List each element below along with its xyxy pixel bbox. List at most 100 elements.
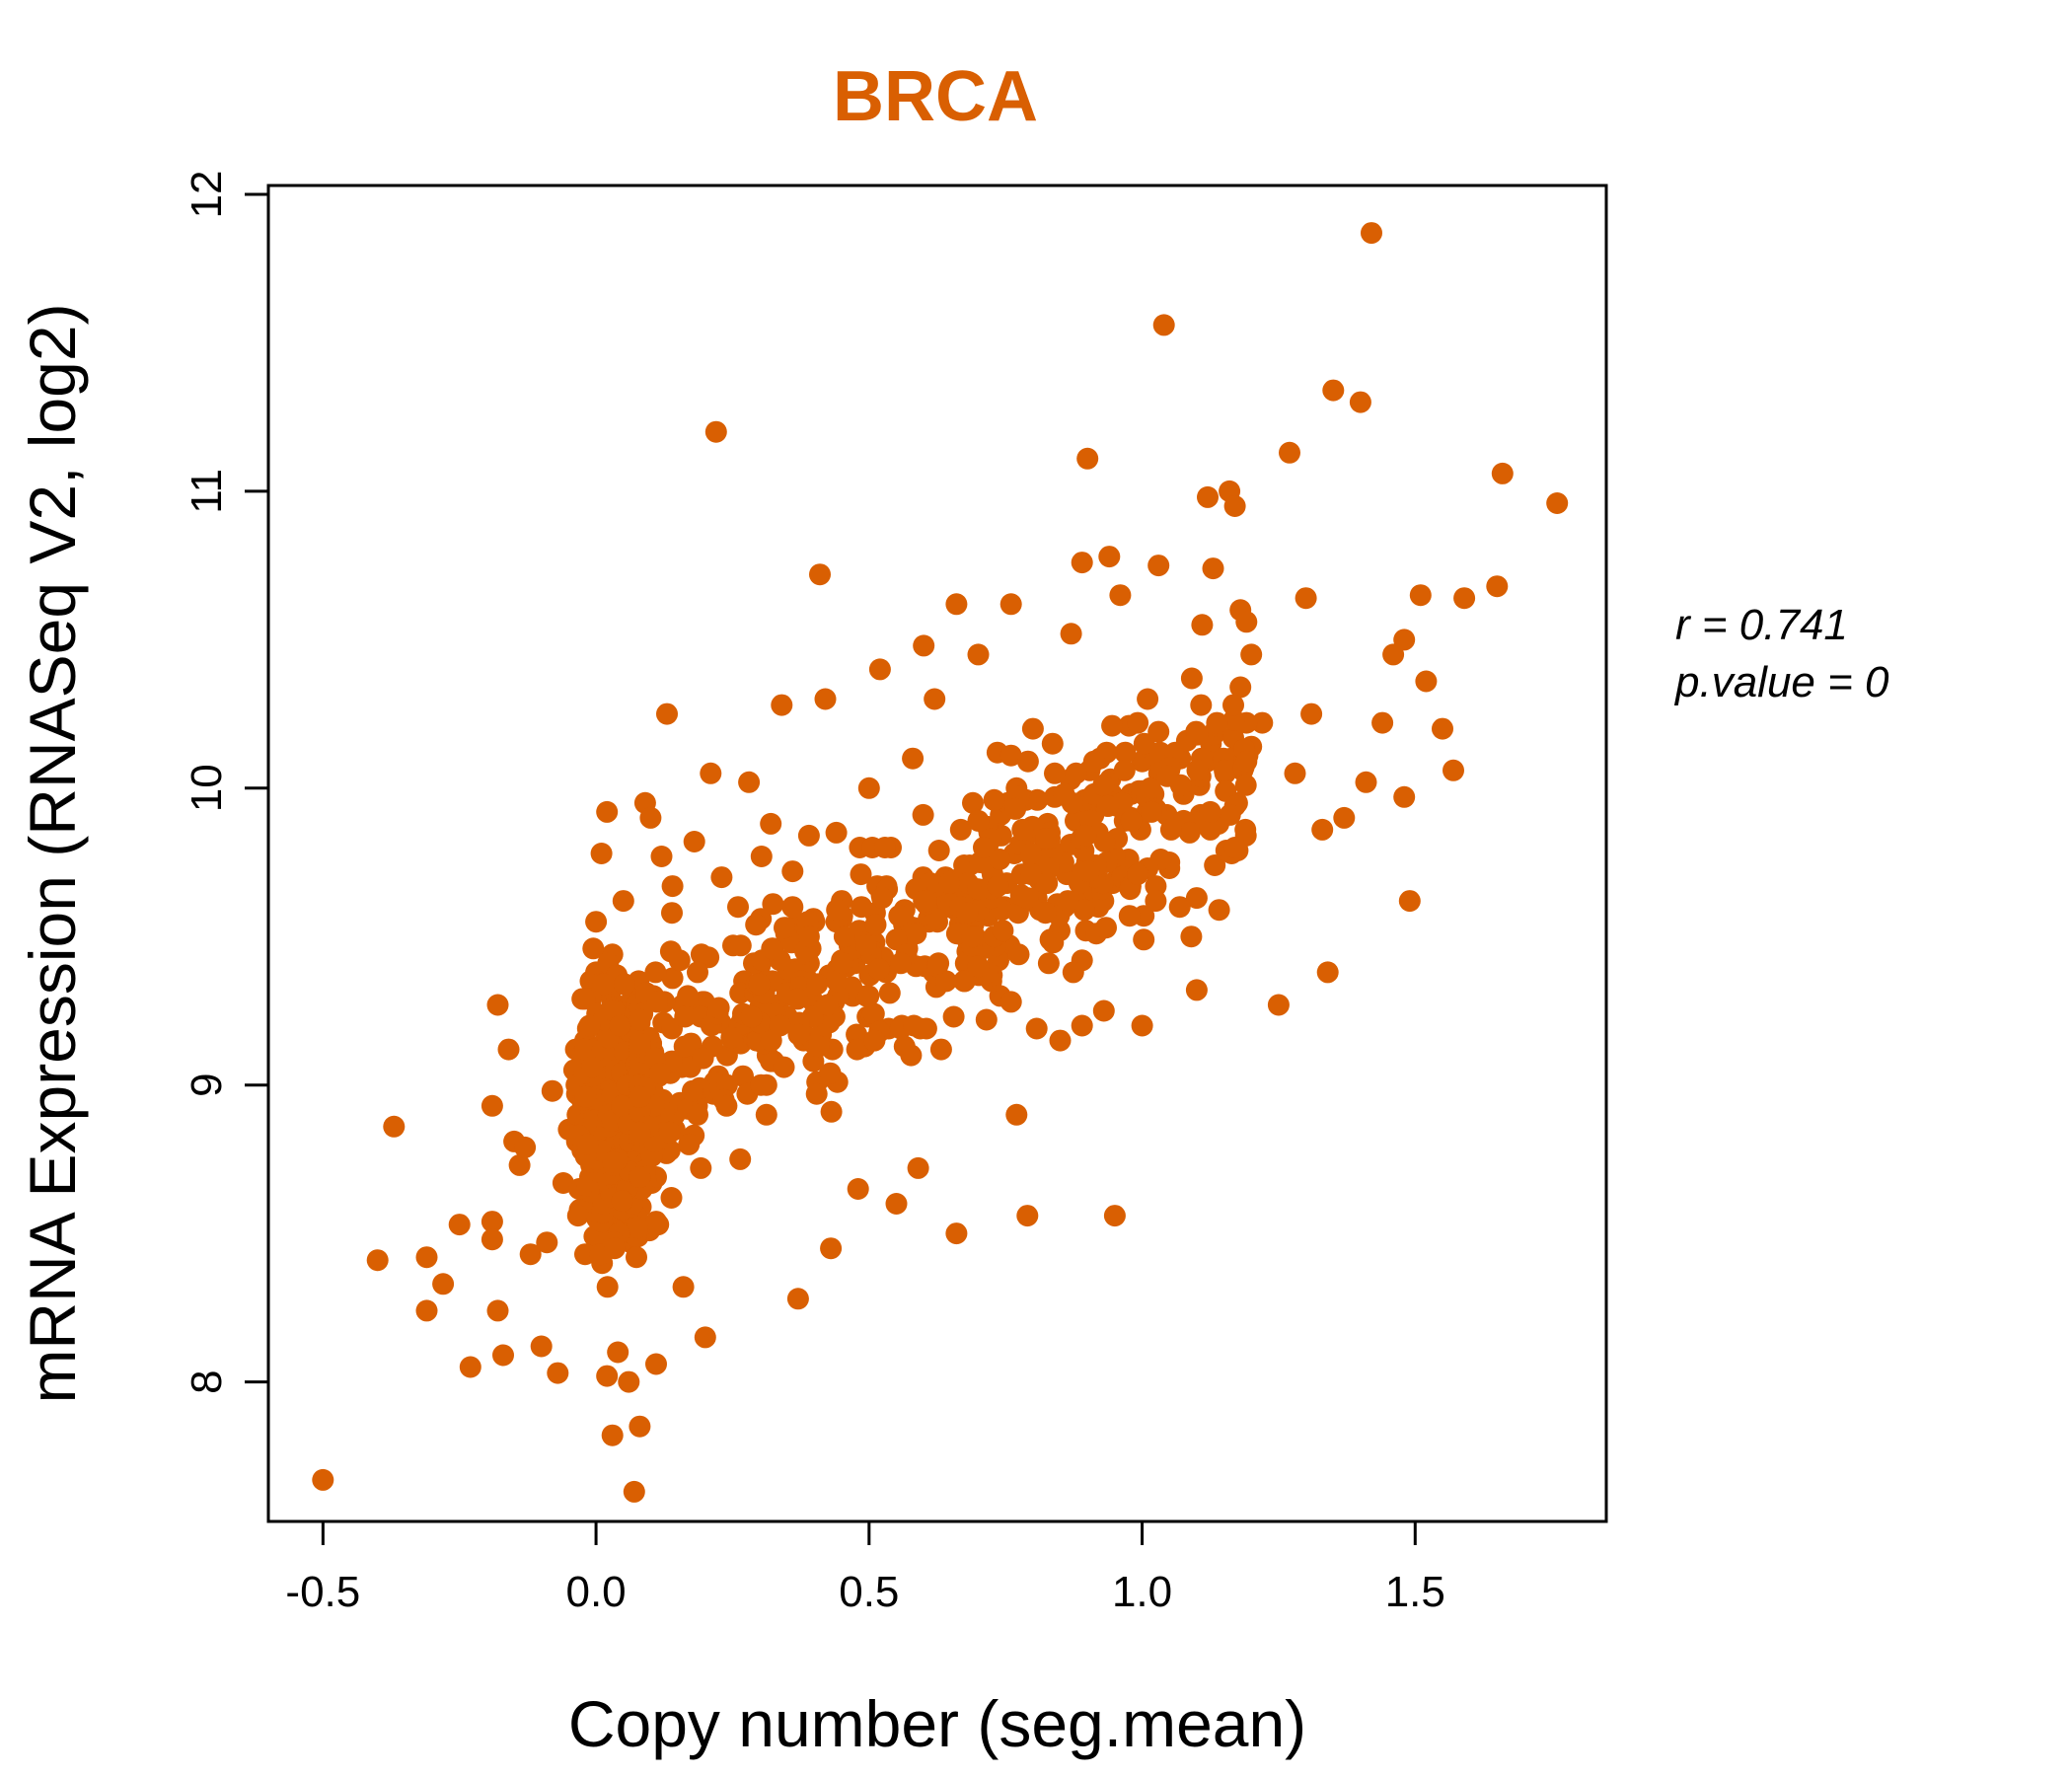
data-point <box>760 1029 782 1052</box>
data-point <box>1103 1205 1126 1227</box>
data-point <box>1234 818 1257 841</box>
data-point <box>486 1299 509 1322</box>
data-point <box>674 1005 697 1028</box>
data-point <box>814 688 837 710</box>
data-point <box>629 1085 651 1108</box>
x-tick-label: 0.5 <box>839 1568 899 1616</box>
data-point <box>1071 1014 1093 1037</box>
data-point <box>967 809 990 832</box>
data-point <box>629 1415 651 1438</box>
data-point <box>889 952 912 975</box>
data-point <box>1333 806 1356 829</box>
data-point <box>748 973 771 996</box>
data-point <box>867 958 890 981</box>
data-point <box>1095 917 1117 939</box>
data-point <box>825 821 848 844</box>
data-point <box>1101 714 1124 737</box>
data-point <box>612 890 634 913</box>
data-point <box>661 875 684 898</box>
data-point <box>629 1166 651 1188</box>
data-point <box>805 1082 828 1105</box>
data-point <box>755 1103 777 1126</box>
data-point <box>1234 774 1257 796</box>
data-point <box>590 843 613 864</box>
data-point <box>596 800 619 823</box>
data-point <box>596 1365 619 1387</box>
data-point <box>727 896 749 919</box>
x-tick-label: -0.5 <box>285 1568 360 1616</box>
data-point <box>1169 774 1192 796</box>
x-tick-label: 1.5 <box>1385 1568 1445 1616</box>
data-point <box>1214 759 1236 781</box>
data-point <box>1141 800 1162 823</box>
data-point <box>1206 711 1228 734</box>
data-point <box>732 1065 754 1087</box>
data-point <box>740 1005 763 1028</box>
data-point <box>864 914 887 936</box>
data-point <box>1147 555 1170 577</box>
data-point <box>683 831 705 852</box>
data-point <box>1453 587 1476 610</box>
data-point <box>924 688 946 710</box>
data-point <box>1092 774 1115 796</box>
data-point <box>1393 629 1416 651</box>
data-point <box>927 952 950 975</box>
data-point <box>1223 837 1246 858</box>
data-point <box>530 1335 553 1358</box>
data-point <box>1222 694 1244 716</box>
data-point <box>611 1094 633 1117</box>
data-point <box>786 1288 809 1310</box>
data-point <box>1279 441 1300 464</box>
data-point <box>745 914 768 936</box>
data-point <box>1020 863 1043 886</box>
data-point <box>826 899 849 922</box>
data-point <box>1053 782 1075 805</box>
data-point <box>912 803 934 826</box>
data-point <box>1042 931 1065 954</box>
data-point <box>602 1150 625 1173</box>
data-point <box>656 703 678 725</box>
data-point <box>673 1035 696 1058</box>
data-point <box>607 1341 629 1364</box>
data-point <box>415 1299 438 1322</box>
data-point <box>672 1276 695 1298</box>
data-point <box>1361 222 1382 245</box>
data-point <box>1223 495 1246 517</box>
data-point <box>1062 961 1084 984</box>
data-point <box>704 420 727 443</box>
data-point <box>1133 732 1155 755</box>
data-point <box>961 925 984 948</box>
data-point <box>1398 890 1421 913</box>
data-point <box>1371 711 1394 734</box>
data-point <box>448 1214 471 1236</box>
data-point <box>750 1073 773 1096</box>
x-axis-label: Copy number (seg.mean) <box>568 1687 1306 1760</box>
data-point <box>601 1424 624 1446</box>
data-point <box>574 1243 596 1266</box>
data-point <box>1251 711 1274 734</box>
data-point <box>1393 785 1416 808</box>
data-point <box>1311 818 1334 841</box>
data-point <box>415 1246 438 1269</box>
data-point <box>760 812 782 835</box>
data-point <box>774 917 795 939</box>
data-point <box>720 1026 743 1049</box>
data-point <box>1415 670 1438 693</box>
data-point <box>1186 759 1209 781</box>
data-point <box>949 818 972 841</box>
data-point <box>1139 777 1161 799</box>
data-point <box>578 1014 601 1037</box>
data-point <box>999 744 1022 767</box>
data-point <box>816 994 839 1016</box>
data-point <box>459 1356 481 1378</box>
data-point <box>1178 821 1201 844</box>
data-point <box>761 937 783 960</box>
y-axis-label: mRNA Expression (RNASeq V2, log2) <box>16 303 89 1403</box>
data-point <box>618 1370 640 1393</box>
data-point <box>1073 899 1095 922</box>
data-point <box>983 788 1005 811</box>
data-point <box>1118 905 1141 927</box>
data-point <box>1114 741 1137 764</box>
data-point <box>967 643 990 666</box>
data-point <box>646 991 669 1013</box>
